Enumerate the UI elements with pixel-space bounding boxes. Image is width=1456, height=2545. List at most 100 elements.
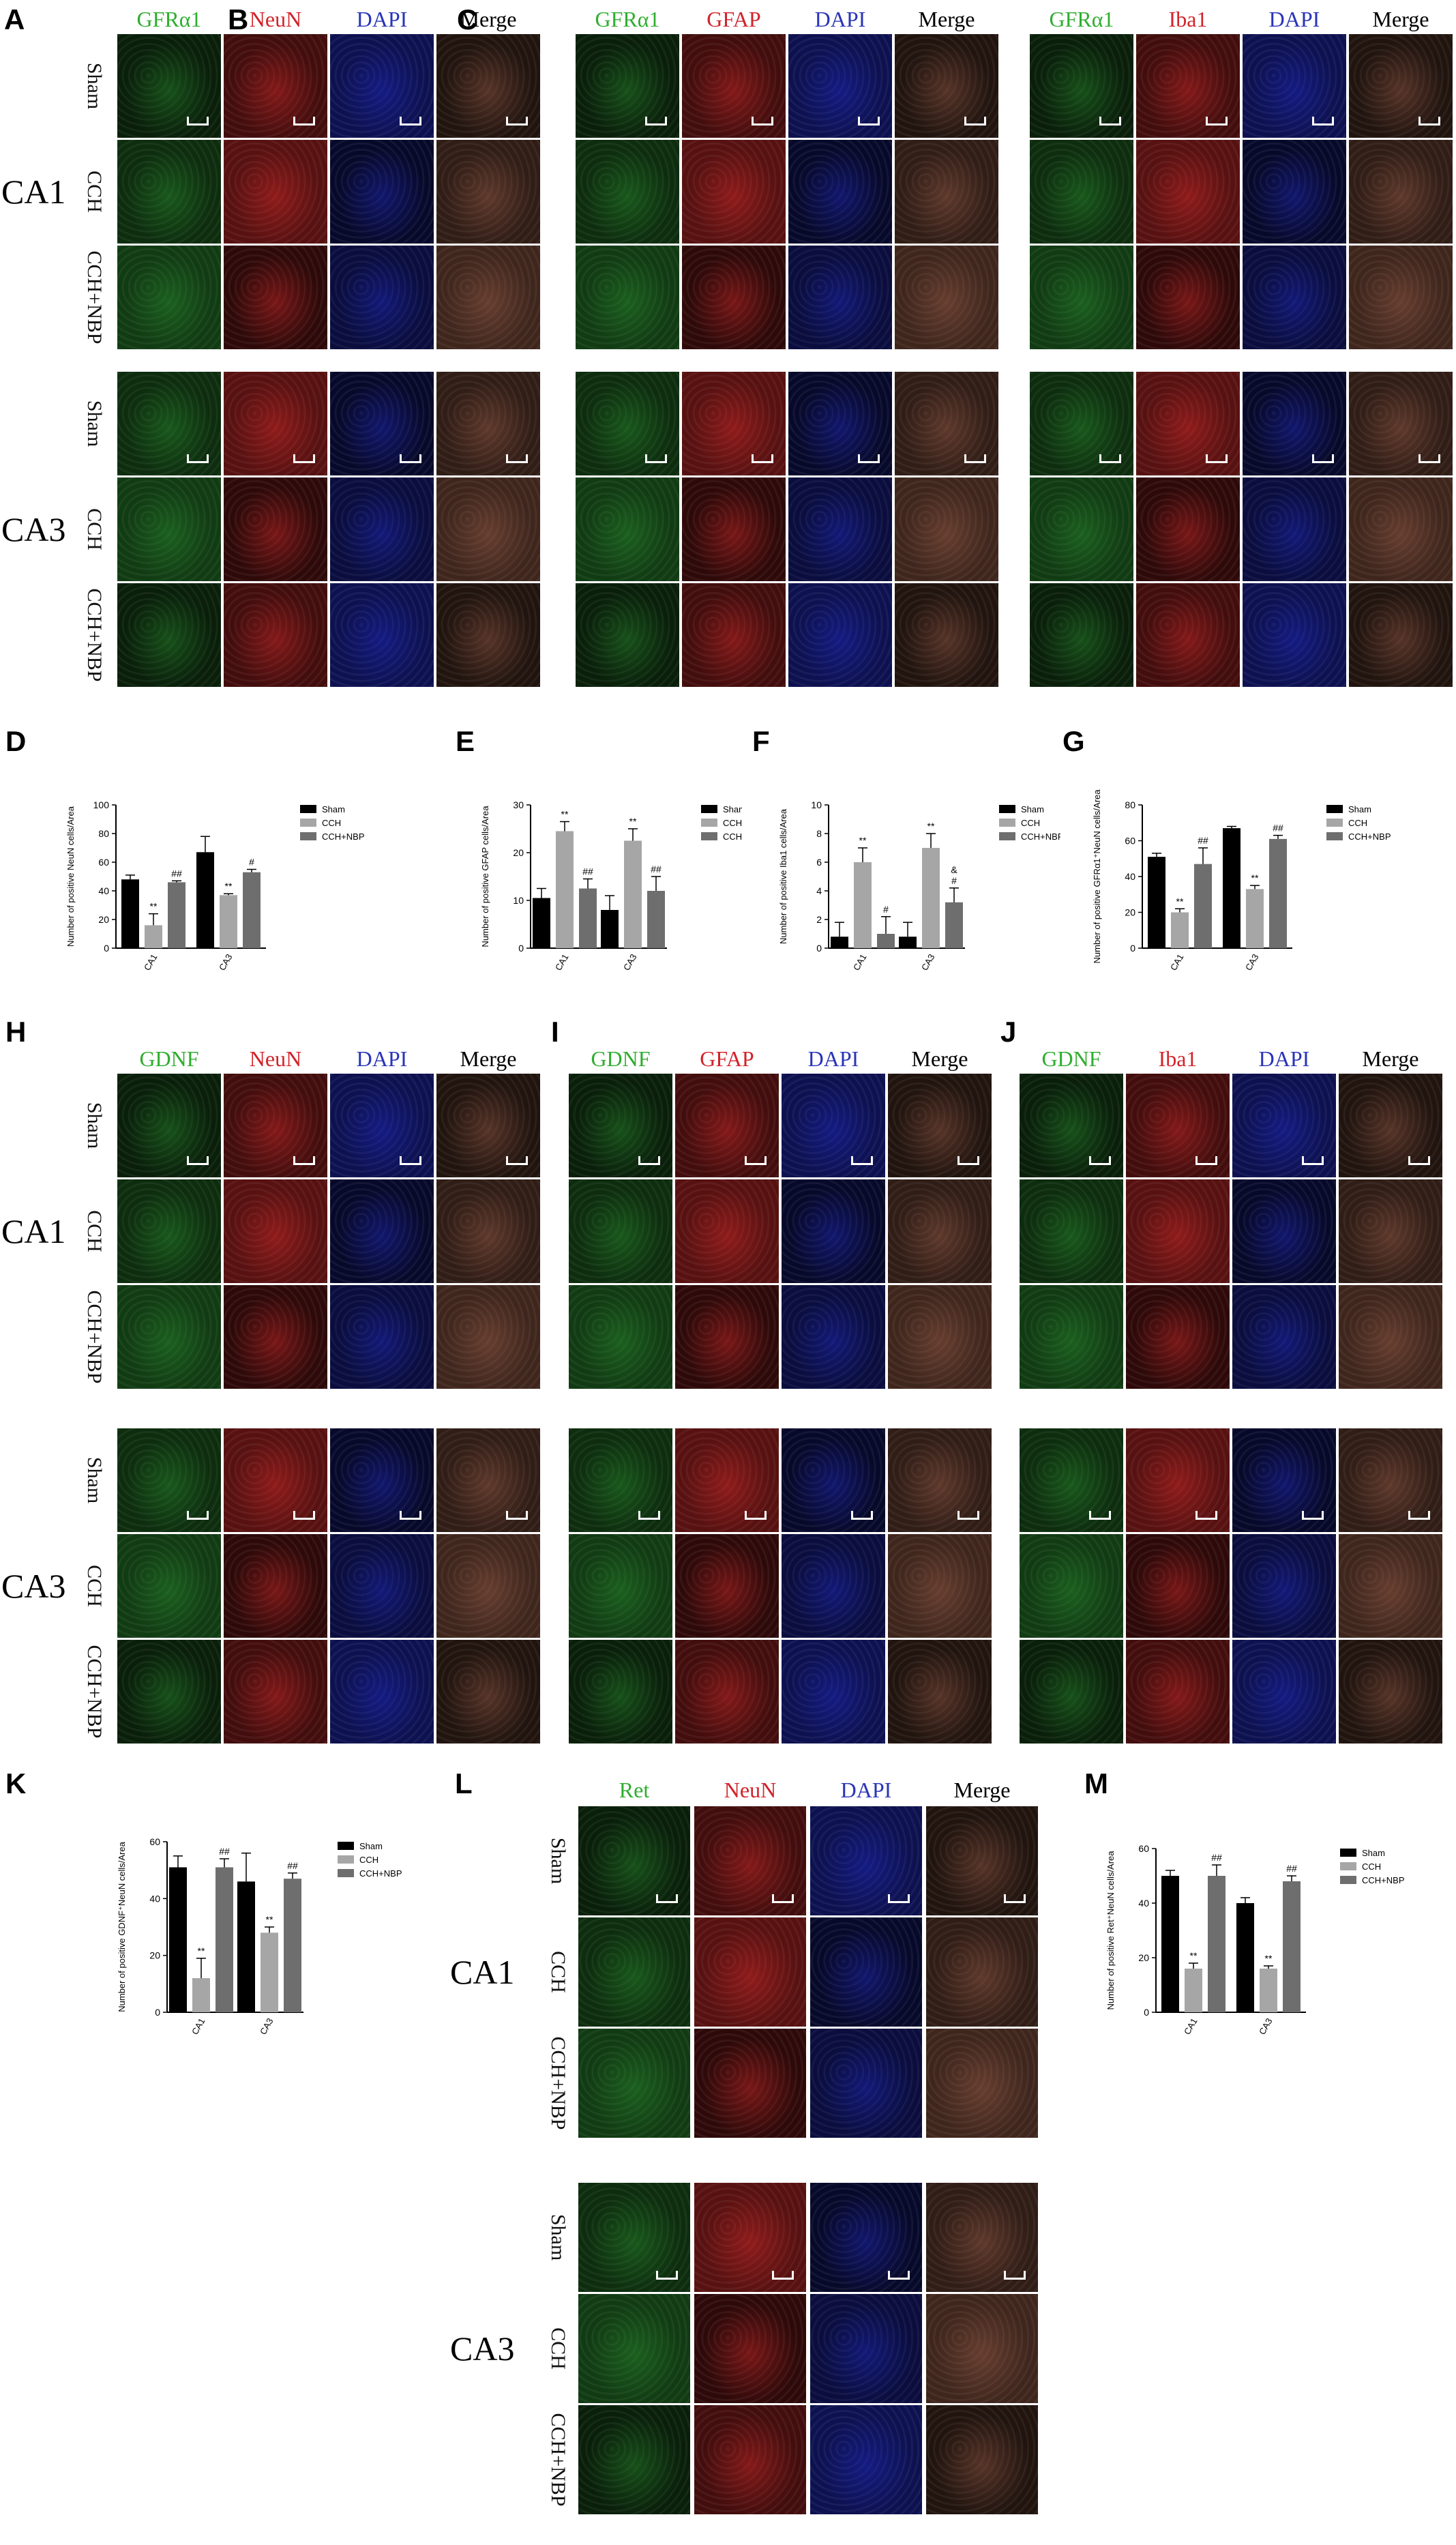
legend-swatch: [1326, 805, 1343, 813]
micrograph-h-ca3-1-1: [224, 1534, 327, 1638]
micrograph-i-ca1-2-1: [675, 1285, 779, 1389]
y-axis-label: Number of positive Ret⁺NeuN cells/Area: [1105, 1851, 1116, 2010]
micrograph-a-ca3-0-3: [436, 372, 540, 475]
y-tick-label: 60: [1138, 1843, 1149, 1854]
micrograph-l-ca3-1-2: [810, 2294, 922, 2403]
scale-bar: [1302, 1156, 1324, 1165]
micrograph-l-ca1-0-0: [578, 1806, 690, 1915]
micrograph-i-ca1-0-2: [782, 1074, 885, 1177]
scale-bar: [964, 117, 986, 126]
micrograph-i-ca3-0-0: [569, 1428, 672, 1532]
channel-header-a-gfr1: GFRα1: [136, 7, 202, 31]
micrograph-a-ca3-0-2: [330, 372, 434, 475]
legend-label: Sham: [1021, 804, 1044, 814]
y-tick-label: 60: [98, 857, 109, 868]
scale-bar: [187, 1511, 209, 1520]
channel-header-i-merge: Merge: [911, 1046, 968, 1071]
scale-bar: [645, 117, 667, 126]
significance-mark: **: [927, 821, 935, 832]
micrograph-h-ca1-2-0: [117, 1285, 221, 1389]
micrograph-l-ca3-1-0: [578, 2294, 690, 2403]
micrograph-h-ca1-1-0: [117, 1179, 221, 1283]
channel-header-h-neun: NeuN: [249, 1046, 302, 1071]
region-label-ca3: CA3: [1, 1567, 66, 1605]
micrograph-h-ca1-2-3: [436, 1285, 540, 1389]
micrograph-h-ca3-0-2: [330, 1428, 434, 1532]
significance-mark: #: [951, 875, 957, 886]
micrograph-b-ca3-2-3: [895, 583, 998, 687]
channel-header-j-iba1: Iba1: [1158, 1046, 1198, 1071]
micrograph-l-ca3-1-3: [926, 2294, 1038, 2403]
scale-bar: [400, 1511, 421, 1520]
panel-letter-h: H: [5, 1016, 27, 1048]
significance-mark: ##: [582, 866, 593, 877]
scale-bar: [506, 1511, 528, 1520]
micrograph-a-ca1-1-1: [224, 140, 327, 244]
y-tick-label: 80: [1125, 799, 1135, 810]
scale-bar: [506, 1156, 528, 1165]
micrograph-h-ca3-2-3: [436, 1640, 540, 1744]
scale-bar: [1408, 1156, 1430, 1165]
channel-header-b-gfr1: GFRα1: [595, 7, 660, 31]
bar-g-ca3-sham: [1223, 828, 1240, 948]
panel-letter-i: I: [551, 1016, 559, 1048]
scale-bar: [506, 454, 528, 463]
row-label-cch: CCH: [83, 171, 106, 213]
row-label-cch-nbp: CCH+NBP: [83, 588, 106, 682]
legend-swatch: [300, 819, 316, 827]
micrograph-a-ca3-1-2: [330, 477, 434, 581]
micrograph-l-ca1-0-1: [694, 1806, 806, 1915]
scale-bar: [1089, 1511, 1111, 1520]
legend-swatch: [1340, 1862, 1356, 1870]
significance-mark: **: [1265, 1953, 1273, 1964]
micrograph-a-ca3-2-3: [436, 583, 540, 687]
micrograph-a-ca1-0-0: [117, 34, 221, 138]
row-label-cch-nbp: CCH+NBP: [547, 2413, 569, 2507]
bar-k-ca1-cch-nbp: [216, 1867, 233, 2012]
scale-bar: [1312, 117, 1334, 126]
panel-letter-a: A: [4, 3, 25, 35]
micrograph-h-ca1-1-3: [436, 1179, 540, 1283]
micrograph-b-ca3-1-0: [576, 477, 679, 581]
micrograph-j-ca3-1-3: [1339, 1534, 1442, 1638]
row-label-cch: CCH: [547, 2327, 569, 2370]
micrograph-c-ca1-0-0: [1030, 34, 1133, 138]
micrograph-a-ca1-1-2: [330, 140, 434, 244]
legend-label: CCH: [1021, 818, 1040, 828]
micrograph-l-ca3-0-1: [694, 2183, 806, 2292]
bar-chart-k: Number of positive GDNF⁺NeuN cells/Area 0…: [117, 1836, 402, 2036]
x-tick-label: CA3: [258, 2016, 276, 2036]
significance-mark: ##: [219, 1846, 230, 1857]
y-tick-label: 80: [98, 828, 109, 839]
micrograph-c-ca3-0-1: [1136, 372, 1240, 475]
row-label-sham: Sham: [547, 2213, 569, 2261]
micrograph-j-ca3-1-0: [1020, 1534, 1123, 1638]
micrograph-i-ca3-1-3: [888, 1534, 992, 1638]
micrograph-i-ca1-0-3: [888, 1074, 992, 1177]
micrograph-i-ca3-0-1: [675, 1428, 779, 1532]
micrograph-j-ca1-0-3: [1339, 1074, 1442, 1177]
scale-bar: [888, 2271, 910, 2280]
x-tick-label: CA3: [1257, 2016, 1275, 2036]
bar-d-ca3-cch-nbp: [243, 872, 261, 948]
bar-f-ca3-cch: [922, 848, 940, 948]
micrograph-h-ca3-0-0: [117, 1428, 221, 1532]
micrograph-l-ca3-2-2: [810, 2405, 922, 2514]
micrograph-h-ca3-2-1: [224, 1640, 327, 1744]
micrograph-c-ca3-0-2: [1243, 372, 1346, 475]
micrograph-h-ca1-1-1: [224, 1179, 327, 1283]
y-tick-label: 40: [1125, 871, 1135, 882]
bar-d-ca1-sham: [121, 879, 139, 948]
x-tick-label: CA1: [1182, 2016, 1200, 2036]
bar-chart-e: Number of positive GFAP cells/Area 0 10 20 3…: [480, 799, 742, 972]
micrograph-j-ca1-0-0: [1020, 1074, 1123, 1177]
legend-swatch: [999, 819, 1015, 827]
scale-bar: [851, 1511, 873, 1520]
scale-bar: [638, 1511, 660, 1520]
bar-chart-m: Number of positive Ret⁺NeuN cells/Area 0 2…: [1105, 1843, 1405, 2036]
legend-swatch: [300, 805, 316, 813]
region-label-ca1: CA1: [1, 1212, 66, 1250]
legend-label: CCH+NBP: [359, 1868, 402, 1879]
legend-label: CCH: [1362, 1862, 1381, 1872]
x-tick-label: CA1: [1168, 952, 1186, 972]
